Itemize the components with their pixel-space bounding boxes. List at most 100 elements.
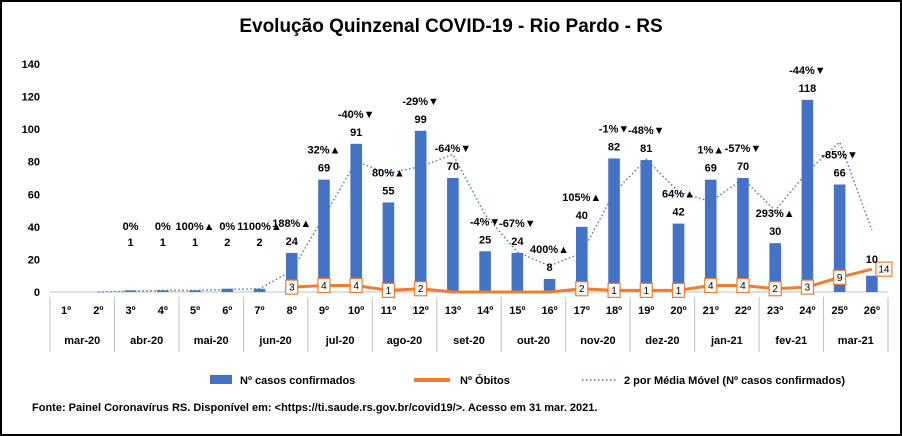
death-data-label: 4	[740, 281, 746, 292]
death-data-label: 3	[805, 283, 811, 294]
bar-data-label: 10	[866, 254, 878, 266]
death-data-label: 9	[837, 273, 843, 284]
x-category-label: 21º	[703, 305, 719, 317]
death-label-box	[800, 279, 815, 295]
x-category-label: 11º	[381, 305, 397, 317]
x-group-label: mai-20	[194, 335, 229, 347]
bar-data-label: 91	[350, 127, 362, 139]
pct-change-label: 293%▲	[756, 208, 795, 220]
x-group-label: set-20	[453, 335, 485, 347]
x-category-label: 9º	[319, 305, 329, 317]
bar	[704, 179, 717, 292]
x-group-label: fev-21	[775, 335, 807, 347]
bar	[157, 290, 169, 292]
bar	[414, 130, 427, 292]
x-category-label: 15º	[509, 305, 525, 317]
x-group-label: dez-20	[645, 335, 679, 347]
bar	[318, 179, 330, 292]
legend-label-bars: Nº casos confirmados	[240, 375, 355, 387]
y-tick-label: 120	[22, 92, 40, 104]
pct-change-label: -4%▼	[470, 216, 500, 228]
death-label-box	[381, 282, 396, 298]
bar	[382, 202, 395, 292]
pct-change-label: -64%▼	[435, 143, 472, 155]
bar	[189, 290, 201, 292]
x-category-label: 20º	[670, 305, 686, 317]
x-group-label: mar-21	[838, 335, 874, 347]
x-category-label: 5º	[190, 305, 200, 317]
death-data-label: 4	[353, 281, 359, 292]
pct-change-label: 64%▲	[662, 189, 695, 201]
death-label-box	[285, 279, 299, 295]
x-category-label: 16º	[541, 305, 557, 317]
bar	[479, 251, 491, 292]
bar-data-label: 1	[128, 237, 134, 249]
x-category-label: 12º	[413, 305, 429, 317]
pct-change-label: -29%▼	[402, 96, 439, 108]
death-label-box	[671, 282, 686, 298]
death-data-label: 4	[321, 281, 327, 292]
pct-change-label: 32%▲	[308, 145, 341, 157]
death-data-label: 4	[708, 281, 714, 292]
bar	[221, 288, 234, 292]
x-axis: 1º 2º 3º 4º 5º 6º 7º 8º 9º 10º 11º 12º 13º 14º 15º 16º 1…	[49, 297, 889, 352]
x-category-label: 26º	[864, 305, 880, 317]
source-note: Fonte: Painel Coronavírus RS. Disponível…	[32, 402, 597, 414]
death-data-label: 3	[289, 283, 295, 294]
chart-legend: Nº casos confirmados Nº Óbitos 2 por Média…	[210, 374, 845, 387]
pct-change-label: 100%▲	[176, 221, 215, 233]
pct-change-label: 0%	[155, 221, 171, 233]
pct-change-label: 0%	[219, 221, 235, 233]
x-category-label: 3º	[126, 305, 136, 317]
y-tick-label: 40	[28, 222, 40, 234]
bar-data-label: 1	[192, 237, 198, 249]
x-category-label: 4º	[158, 305, 168, 317]
bar-data-label: 82	[608, 141, 620, 153]
x-category-label: 22º	[735, 305, 751, 317]
y-tick-label: 100	[22, 124, 40, 136]
pct-change-label: 80%▲	[372, 167, 405, 179]
pct-change-label: -85%▼	[821, 150, 858, 162]
pct-change-label: 105%▲	[562, 192, 601, 204]
x-group-label: jan-21	[710, 335, 743, 347]
bar	[253, 288, 266, 292]
death-label-box	[704, 277, 718, 294]
x-group-label: abr-20	[130, 335, 163, 347]
death-label-box	[414, 281, 428, 297]
x-category-label: 25º	[832, 305, 848, 317]
pct-change-label: 188%▲	[272, 218, 311, 230]
pct-change-label: 0%	[123, 221, 139, 233]
bar	[769, 243, 781, 292]
x-category-label: 1º	[61, 305, 71, 317]
death-label-box	[317, 277, 331, 294]
bar	[640, 160, 653, 292]
death-label-box	[768, 281, 782, 297]
legend-swatch-bars	[210, 375, 232, 384]
bar-data-label: 66	[834, 168, 846, 180]
bar	[285, 252, 298, 292]
x-group-label: ago-20	[387, 335, 422, 347]
bar-data-label: 81	[640, 143, 652, 155]
chart-title: Evolução Quinzenal COVID-19 - Rio Pardo …	[239, 16, 662, 37]
y-tick-label: 80	[28, 157, 40, 169]
bar-data-label: 40	[576, 210, 588, 222]
bar-data-label: 30	[769, 226, 781, 238]
x-category-label: 24º	[799, 305, 815, 317]
bar-data-label: 8	[547, 262, 553, 274]
pct-change-label: -44%▼	[789, 65, 826, 77]
x-category-label: 6º	[222, 305, 232, 317]
death-data-label: 2	[579, 284, 585, 295]
y-tick-label: 60	[28, 189, 40, 201]
bar	[576, 226, 588, 292]
bar	[672, 223, 685, 292]
x-category-label: 17º	[574, 305, 590, 317]
death-data-label: 1	[643, 286, 649, 297]
death-label-box	[349, 277, 363, 294]
x-category-label: 10º	[348, 305, 364, 317]
death-data-label: 2	[418, 284, 424, 295]
bar	[801, 99, 814, 292]
death-label-box	[875, 261, 893, 277]
bars-layer	[124, 99, 878, 292]
death-data-label: 14	[878, 265, 890, 276]
bar-data-label: 70	[737, 161, 749, 173]
